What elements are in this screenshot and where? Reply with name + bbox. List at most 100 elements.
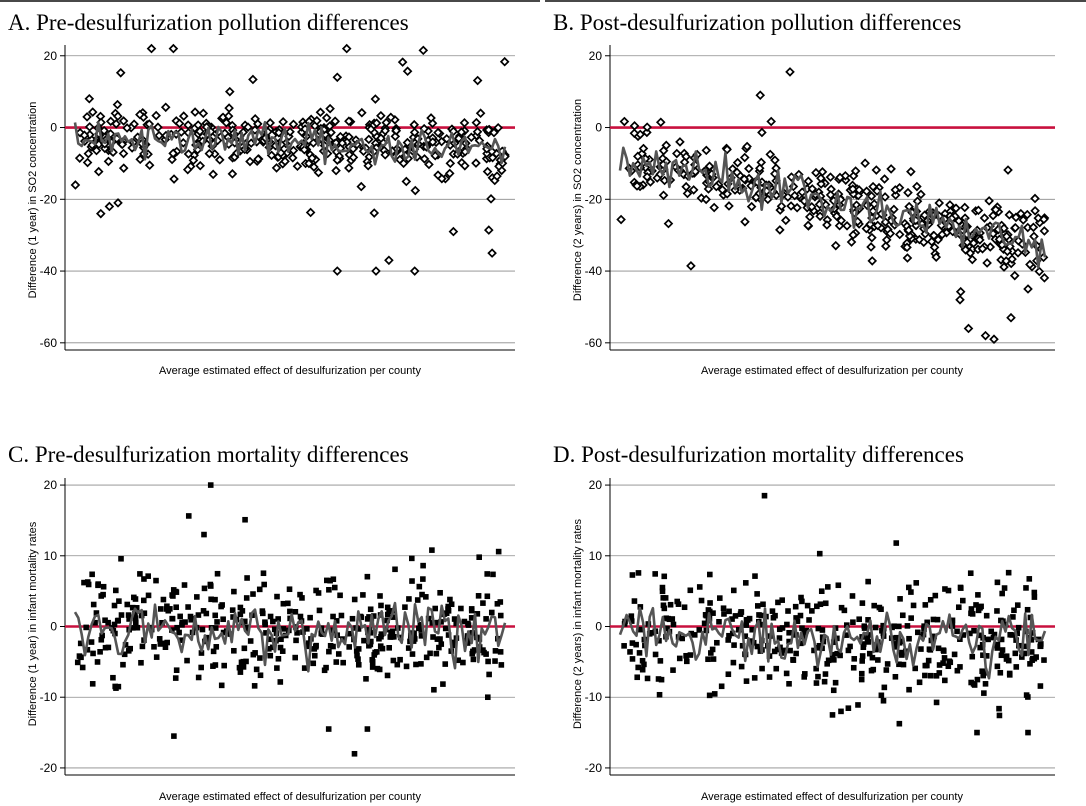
panel-b-point xyxy=(1004,210,1015,220)
panel-c-point xyxy=(132,619,139,626)
panel-a-point xyxy=(483,125,494,135)
panel-c-point xyxy=(486,671,492,678)
panel-a-point xyxy=(366,124,376,135)
panel-a-point xyxy=(371,266,381,276)
panel-d-point xyxy=(702,612,709,618)
panel-c-point xyxy=(305,640,312,646)
panel-d-point xyxy=(908,615,914,621)
panel-d-point xyxy=(637,626,643,633)
panel-a-point xyxy=(91,145,102,156)
panel-d-point xyxy=(893,540,900,546)
panel-d-point xyxy=(945,587,952,594)
panel-b-point xyxy=(867,232,877,243)
panel-c-point xyxy=(445,632,452,638)
panel-c-point xyxy=(218,603,224,610)
panel-c-point xyxy=(411,635,417,641)
panel-a-point xyxy=(321,113,332,123)
panel-c-point xyxy=(392,566,398,573)
panel-c-point xyxy=(420,562,426,569)
panel-c-point xyxy=(102,644,109,651)
panel-d-point xyxy=(858,676,865,683)
panel-c-point xyxy=(239,608,246,614)
panel-c-point xyxy=(240,664,247,670)
panel-c-point xyxy=(236,664,243,671)
panel-d-point xyxy=(658,676,665,683)
panel-d-point xyxy=(687,587,694,594)
panel-c-point xyxy=(307,614,313,621)
panel-d-point xyxy=(834,650,840,657)
panel-c-point xyxy=(330,613,336,620)
panel-a-point xyxy=(363,160,373,171)
panel-a-point xyxy=(195,160,206,171)
panel-c-point xyxy=(194,594,200,600)
panel-c-point xyxy=(485,694,491,701)
panel-c-point xyxy=(363,676,369,682)
panel-c-point xyxy=(259,610,266,617)
panel-a-point xyxy=(70,180,81,190)
panel-d-point xyxy=(822,600,829,607)
panel-d-point xyxy=(1029,630,1036,636)
panel-c-point xyxy=(423,654,430,661)
panel-d-point xyxy=(871,602,878,609)
panel-d-point xyxy=(652,651,659,658)
panel-c-point xyxy=(93,610,100,616)
panel-d-point xyxy=(845,647,852,654)
panel-d-point xyxy=(921,623,927,629)
panel-a-point xyxy=(409,127,420,138)
panel-c-point xyxy=(250,651,257,658)
panel-d-point xyxy=(1025,729,1031,736)
panel-d-point xyxy=(701,620,708,627)
panel-d-point xyxy=(781,647,788,654)
panel-b-point xyxy=(933,234,943,245)
panel-a-point xyxy=(433,127,443,138)
panel-d-point xyxy=(773,665,780,672)
panel-a-point xyxy=(391,125,402,136)
panel-c-point xyxy=(237,604,244,611)
panel-d-title: D. Post-desulfurization mortality differ… xyxy=(553,442,964,467)
panel-b-point xyxy=(860,158,870,169)
panel-d-point xyxy=(670,621,677,628)
panel-b-point xyxy=(629,128,640,139)
panel-a-point xyxy=(221,117,232,128)
panel-c-point xyxy=(253,666,260,673)
panel-b-point xyxy=(739,152,750,163)
panel-c-point xyxy=(160,596,167,603)
panel-b-point xyxy=(846,237,857,247)
panel-b-point xyxy=(990,204,1001,215)
panel-d-point xyxy=(856,616,862,623)
panel-d-point xyxy=(729,616,735,622)
panel-a-point xyxy=(315,107,326,118)
panel-c-point xyxy=(324,577,330,584)
panel-b-point xyxy=(775,225,785,235)
panel-c-point xyxy=(427,650,433,657)
panel-c-point xyxy=(266,646,272,652)
panel-b-point xyxy=(842,221,852,231)
panel-c-point xyxy=(125,648,132,654)
panel-b-point xyxy=(880,241,891,251)
panel-d-point xyxy=(851,656,858,662)
panel-a-point xyxy=(492,171,502,181)
panel-c-point xyxy=(364,726,371,732)
panel-a-point xyxy=(169,174,179,184)
panel-c-point xyxy=(88,639,95,645)
panel-c-point xyxy=(92,619,98,626)
panel-a-point xyxy=(357,107,367,118)
panel-d-point xyxy=(960,632,967,638)
panel-a-point xyxy=(486,194,496,204)
panel-c-point xyxy=(220,629,227,636)
panel-c-point xyxy=(251,683,258,689)
panel-b-point xyxy=(984,196,994,206)
panel-d-point xyxy=(1041,657,1047,663)
panel-c-point xyxy=(285,600,291,607)
panel-d-tick-label: 10 xyxy=(589,549,603,563)
panel-b-point xyxy=(645,177,656,187)
panel-d-point xyxy=(931,633,937,640)
panel-a-point xyxy=(154,130,164,141)
panel-b-point xyxy=(817,167,828,177)
panel-c-point xyxy=(368,638,374,645)
panel-a-point xyxy=(331,165,341,176)
panel-b-point xyxy=(724,201,734,211)
panel-d-point xyxy=(710,656,717,662)
panel-a-point xyxy=(493,123,503,133)
panel-c-point xyxy=(378,633,384,640)
